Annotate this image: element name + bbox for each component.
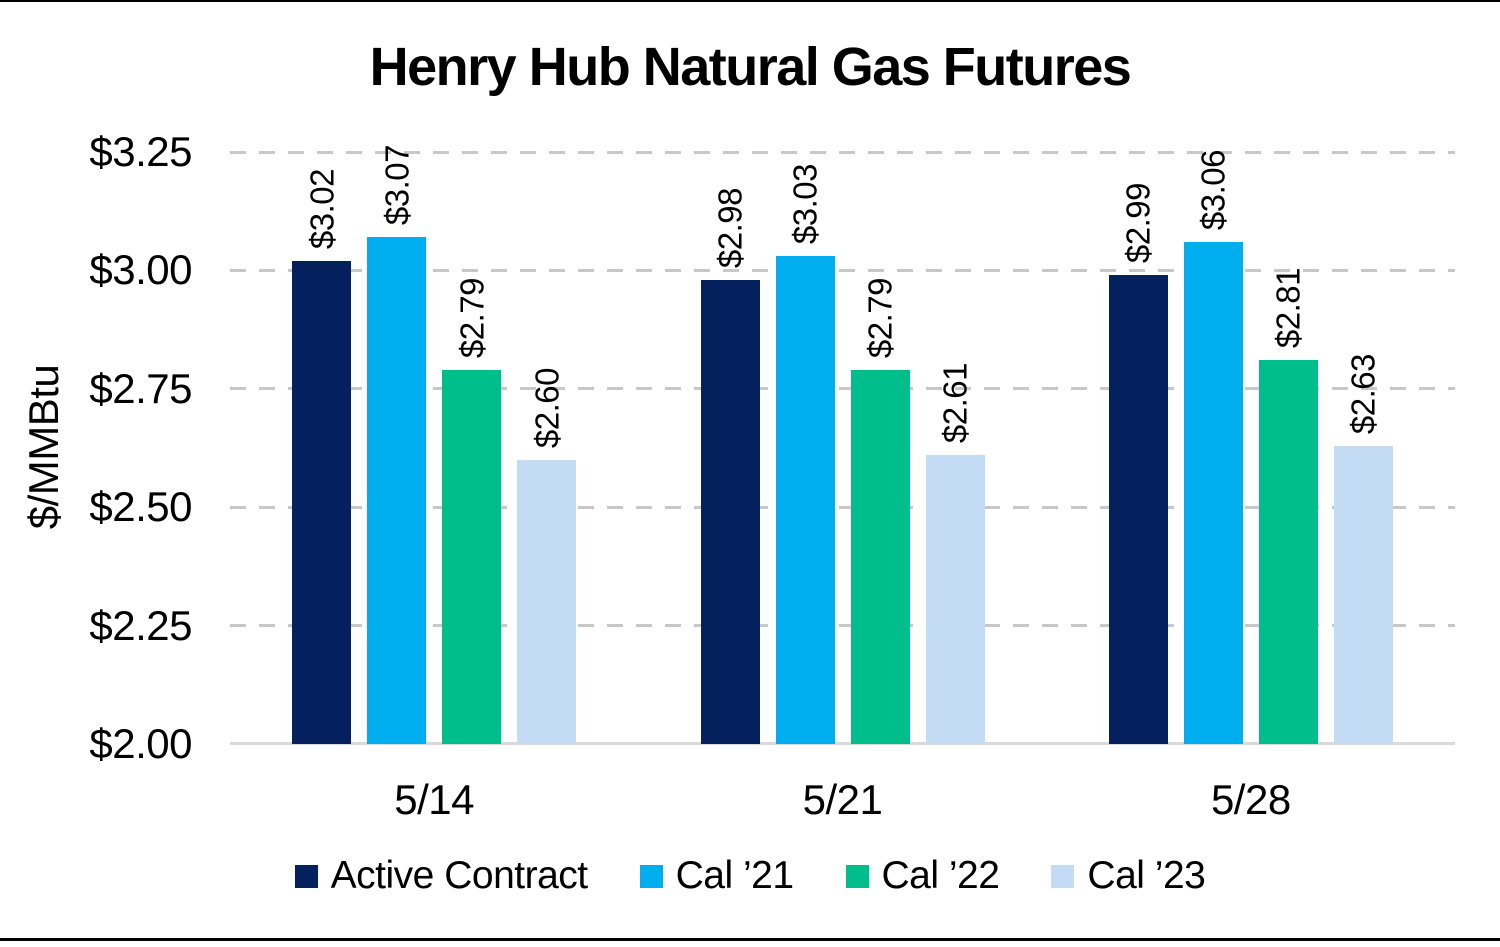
bar-cal-21-5-28 [1183,241,1243,744]
bar-value-label: $2.61 [936,363,974,444]
bar-cal-22-5-28 [1258,360,1318,744]
bar-cal-23-5-28 [1333,445,1393,744]
bottom-divider-rule [0,938,1500,941]
bar-active-contract-5-28 [1108,275,1168,744]
legend-swatch-icon [639,864,663,888]
legend-item: Cal ’23 [1051,854,1206,898]
bar-cal-23-5-14 [517,459,577,744]
legend-swatch-icon [845,864,869,888]
y-tick-label: $2.00 [89,720,192,767]
chart-legend: Active Contract Cal ’21 Cal ’22 Cal ’23 [0,854,1500,898]
gridline [230,505,1455,509]
gridline [230,624,1455,628]
bar-cal-23-5-21 [925,455,985,744]
legend-label: Active Contract [330,854,588,897]
gridline [230,150,1455,154]
bar-active-contract-5-14 [292,260,352,744]
legend-item: Cal ’21 [639,854,794,898]
legend-label: Cal ’22 [881,854,1000,897]
bar-value-label: $2.81 [1269,268,1307,349]
bar-value-label: $2.60 [528,367,566,448]
bar-cal-22-5-14 [442,369,502,744]
bar-value-label: $3.03 [786,164,824,245]
bar-cal-21-5-21 [775,256,835,744]
gridline [230,268,1455,272]
chart-title: Henry Hub Natural Gas Futures [369,37,1132,97]
plot-area: $3.02 $3.07 $2.79 $2.60 $2.98 $3.03 $2.79 $2.61… [230,145,1455,745]
legend-item: Active Contract [294,854,588,898]
bar-value-label: $2.79 [861,277,899,358]
x-axis-baseline [230,742,1455,745]
y-tick-label: $2.75 [89,364,192,412]
bar-value-label: $3.07 [378,145,416,226]
x-axis-label: 5/21 [802,776,883,823]
bar-cal-22-5-21 [850,369,910,744]
legend-label: Cal ’23 [1087,854,1206,897]
legend-item: Cal ’22 [845,854,1000,898]
bar-value-label: $3.02 [303,168,341,249]
bar-value-label: $2.99 [1119,183,1157,264]
bar-cal-21-5-14 [367,237,427,744]
legend-label: Cal ’21 [675,854,794,897]
y-tick-label: $3.00 [89,246,192,294]
bar-value-label: $2.63 [1344,353,1382,434]
top-divider-rule [0,0,1500,2]
bar-active-contract-5-21 [700,279,760,744]
y-tick-label: $2.25 [89,601,192,649]
legend-swatch-icon [1051,864,1075,888]
legend-swatch-icon [294,864,318,888]
y-tick-label: $2.50 [89,483,192,531]
bar-value-label: $2.98 [711,187,749,268]
bar-value-label: $2.79 [453,277,491,358]
bar-value-label: $3.06 [1194,149,1232,230]
x-axis-label: 5/14 [394,776,475,823]
y-tick-label: $3.25 [89,128,192,175]
x-axis-label: 5/28 [1210,776,1291,823]
gridline [230,387,1455,391]
